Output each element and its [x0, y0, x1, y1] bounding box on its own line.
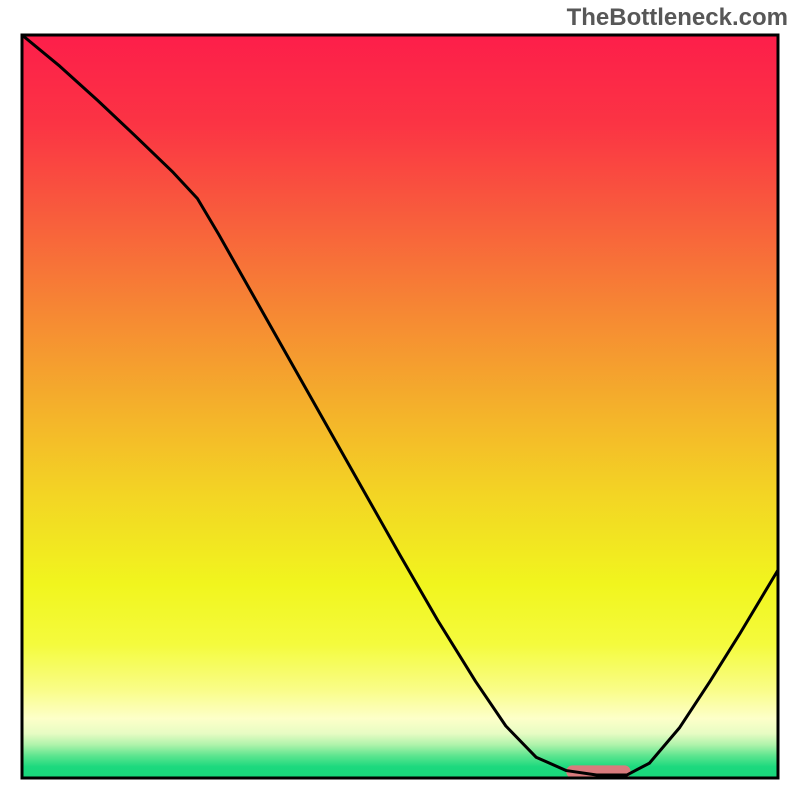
- bottleneck-chart: [0, 0, 800, 800]
- chart-container: TheBottleneck.com: [0, 0, 800, 800]
- gradient-background: [22, 35, 778, 778]
- watermark-text: TheBottleneck.com: [567, 4, 788, 32]
